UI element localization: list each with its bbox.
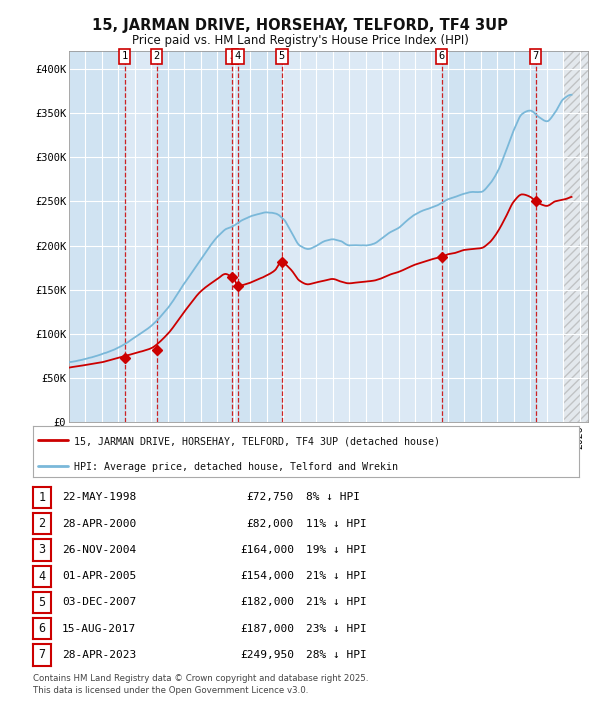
Text: HPI: Average price, detached house, Telford and Wrekin: HPI: Average price, detached house, Telf… <box>74 462 398 472</box>
Text: 21% ↓ HPI: 21% ↓ HPI <box>306 571 367 581</box>
Text: 1: 1 <box>38 491 46 504</box>
Text: £154,000: £154,000 <box>240 571 294 581</box>
Text: Price paid vs. HM Land Registry's House Price Index (HPI): Price paid vs. HM Land Registry's House … <box>131 34 469 47</box>
Bar <box>563 51 588 422</box>
Text: 5: 5 <box>279 51 285 61</box>
Text: £249,950: £249,950 <box>240 650 294 660</box>
Bar <box>157 51 232 422</box>
Text: 15, JARMAN DRIVE, HORSEHAY, TELFORD, TF4 3UP (detached house): 15, JARMAN DRIVE, HORSEHAY, TELFORD, TF4… <box>74 437 440 447</box>
Text: 15-AUG-2017: 15-AUG-2017 <box>62 623 136 634</box>
Text: 3: 3 <box>38 543 46 557</box>
Text: 3: 3 <box>229 51 235 61</box>
Text: 19% ↓ HPI: 19% ↓ HPI <box>306 545 367 555</box>
Text: 26-NOV-2004: 26-NOV-2004 <box>62 545 136 555</box>
Text: 7: 7 <box>38 648 46 662</box>
Text: 1: 1 <box>122 51 128 61</box>
Text: 5: 5 <box>38 596 46 609</box>
Text: 28-APR-2000: 28-APR-2000 <box>62 518 136 529</box>
Text: 4: 4 <box>235 51 241 61</box>
Text: Contains HM Land Registry data © Crown copyright and database right 2025.
This d: Contains HM Land Registry data © Crown c… <box>33 674 368 694</box>
Text: 6: 6 <box>38 622 46 635</box>
Text: £82,000: £82,000 <box>247 518 294 529</box>
Text: 2: 2 <box>38 517 46 530</box>
Text: 03-DEC-2007: 03-DEC-2007 <box>62 597 136 608</box>
Text: 8% ↓ HPI: 8% ↓ HPI <box>306 492 360 503</box>
Text: 6: 6 <box>439 51 445 61</box>
Text: £72,750: £72,750 <box>247 492 294 503</box>
Text: 23% ↓ HPI: 23% ↓ HPI <box>306 623 367 634</box>
Text: 11% ↓ HPI: 11% ↓ HPI <box>306 518 367 529</box>
Text: 28% ↓ HPI: 28% ↓ HPI <box>306 650 367 660</box>
Bar <box>238 51 282 422</box>
Text: 28-APR-2023: 28-APR-2023 <box>62 650 136 660</box>
Text: 21% ↓ HPI: 21% ↓ HPI <box>306 597 367 608</box>
Text: 01-APR-2005: 01-APR-2005 <box>62 571 136 581</box>
Text: £187,000: £187,000 <box>240 623 294 634</box>
Text: 22-MAY-1998: 22-MAY-1998 <box>62 492 136 503</box>
Text: 15, JARMAN DRIVE, HORSEHAY, TELFORD, TF4 3UP: 15, JARMAN DRIVE, HORSEHAY, TELFORD, TF4… <box>92 18 508 33</box>
Text: £164,000: £164,000 <box>240 545 294 555</box>
Bar <box>69 51 125 422</box>
Bar <box>442 51 536 422</box>
Text: 4: 4 <box>38 569 46 583</box>
Text: 2: 2 <box>154 51 160 61</box>
Text: £182,000: £182,000 <box>240 597 294 608</box>
Text: 7: 7 <box>532 51 539 61</box>
